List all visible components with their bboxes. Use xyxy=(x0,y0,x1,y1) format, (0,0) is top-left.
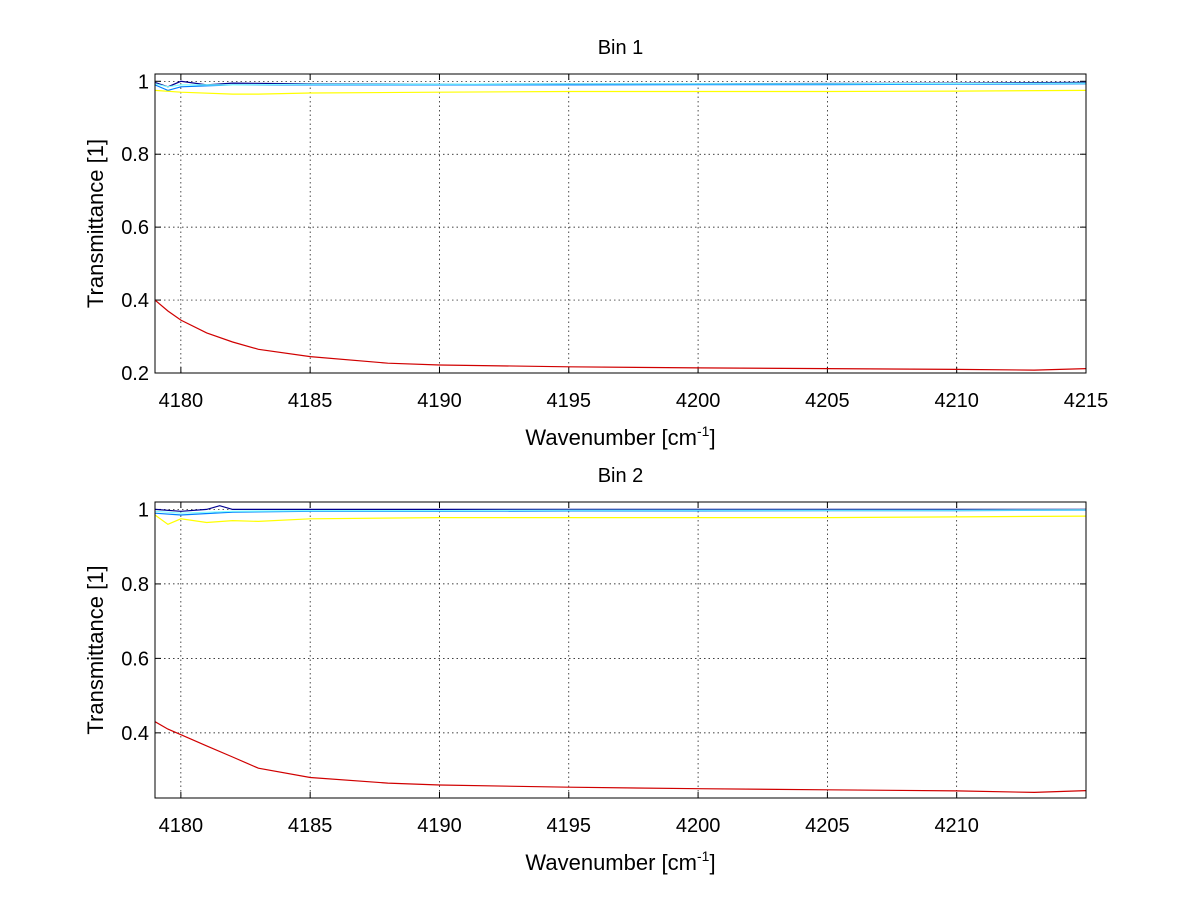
x-axis-label: Wavenumber [cm-1] xyxy=(525,848,715,875)
plot-area xyxy=(155,502,1086,798)
x-tick-label: 4205 xyxy=(805,390,850,412)
y-tick-label: 0.4 xyxy=(121,723,149,745)
x-tick-label: 4215 xyxy=(1064,390,1109,412)
x-tick-label: 4200 xyxy=(676,390,721,412)
x-tick-label: 4195 xyxy=(547,815,592,837)
y-tick-label: 0.8 xyxy=(121,144,149,166)
axes-box xyxy=(154,73,1087,374)
series-line-4 xyxy=(155,514,1086,525)
subplot-1: 4180 4185 4190 4195 4200 4205 4210 4215 0.2 0.4 0.… xyxy=(83,37,1108,450)
x-tick-label: 4185 xyxy=(288,390,333,412)
y-tick-label: 1 xyxy=(138,499,149,521)
series-line-1 xyxy=(155,505,1086,512)
series-line-5 xyxy=(155,299,1086,371)
x-tick-label: 4185 xyxy=(288,815,333,837)
y-tick-label: 0.8 xyxy=(121,574,149,596)
x-tick-label: 4190 xyxy=(417,390,462,412)
x-tick-label: 4200 xyxy=(676,815,721,837)
y-axis-label: Transmittance [1] xyxy=(83,565,108,734)
x-tick-label: 4190 xyxy=(417,815,462,837)
series-line-4 xyxy=(155,89,1086,95)
x-tick-label: 4195 xyxy=(547,390,592,412)
series-line-3 xyxy=(155,509,1086,514)
series-line-5 xyxy=(155,721,1086,794)
y-tick-label: 0.2 xyxy=(121,363,149,385)
series-line-2 xyxy=(155,83,1086,92)
y-tick-label: 0.6 xyxy=(121,217,149,239)
chart-title: Bin 1 xyxy=(598,37,644,59)
axes-box xyxy=(154,501,1087,799)
x-tick-label: 4210 xyxy=(934,815,979,837)
x-tick-label: 4210 xyxy=(934,390,979,412)
x-axis-label: Wavenumber [cm-1] xyxy=(525,423,715,450)
x-tick-label: 4205 xyxy=(805,815,850,837)
y-tick-label: 1 xyxy=(138,71,149,93)
chart-title: Bin 2 xyxy=(598,465,644,487)
plot-area xyxy=(155,74,1086,373)
x-tick-label: 4180 xyxy=(159,815,204,837)
subplot-2: 4180 4185 4190 4195 4200 4205 4210 0.4 0.6 0.8 1 Bi… xyxy=(83,465,1087,875)
series-line-3 xyxy=(155,82,1086,88)
x-tick-label: 4180 xyxy=(159,390,204,412)
y-axis-label: Transmittance [1] xyxy=(83,139,108,308)
y-tick-label: 0.6 xyxy=(121,648,149,670)
y-tick-label: 0.4 xyxy=(121,290,149,312)
